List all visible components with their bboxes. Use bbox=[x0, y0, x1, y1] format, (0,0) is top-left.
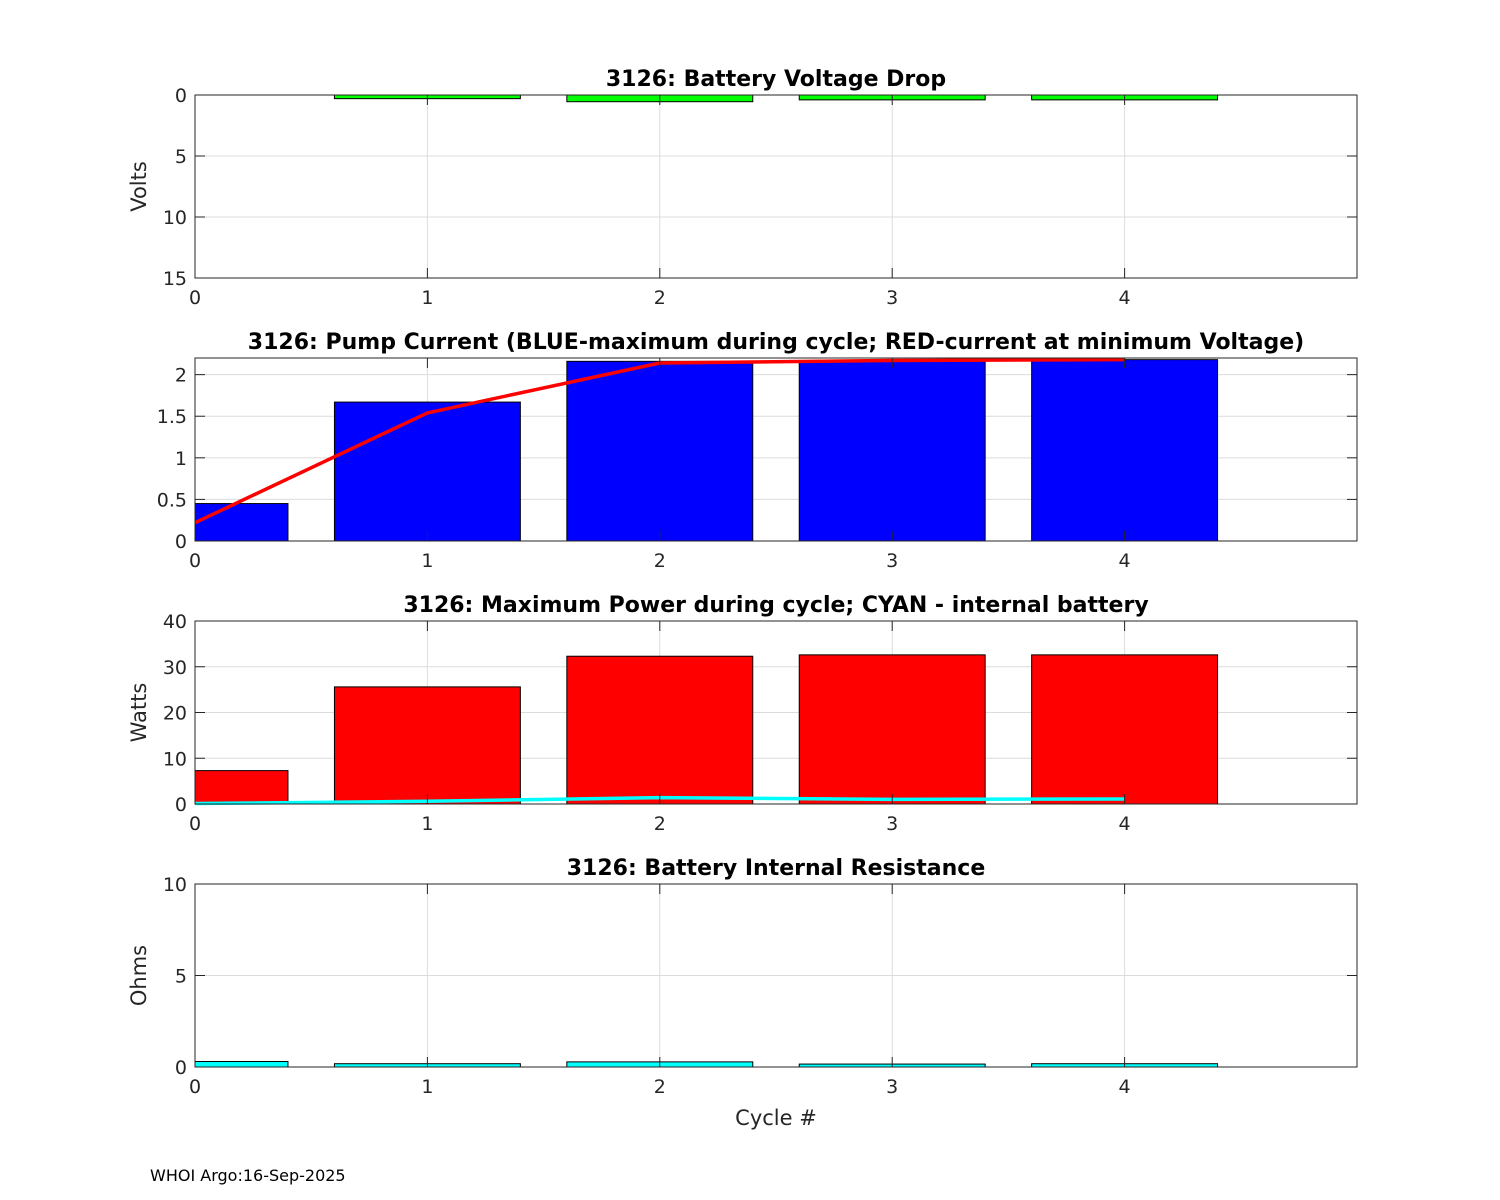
chart-title: 3126: Battery Voltage Drop bbox=[606, 67, 946, 92]
y-tick-label: 15 bbox=[163, 268, 187, 290]
y-tick-label: 0 bbox=[175, 1057, 187, 1079]
y-tick-label: 10 bbox=[163, 874, 187, 896]
y-tick-label: 30 bbox=[163, 657, 187, 679]
y-tick-label: 0 bbox=[175, 794, 187, 816]
x-tick-label: 3 bbox=[886, 813, 898, 835]
y-tick-label: 0 bbox=[175, 85, 187, 107]
panel-1: 0 1 2 3 4 0 5 10 15 3126: Battery Voltage Drop Vol… bbox=[127, 67, 1358, 309]
bar bbox=[194, 503, 289, 542]
x-tick-label: 1 bbox=[421, 813, 433, 835]
y-tick-label: 10 bbox=[163, 207, 187, 229]
x-tick-label: 1 bbox=[421, 1076, 433, 1098]
axes-box bbox=[194, 94, 1358, 279]
x-tick-label: 3 bbox=[886, 1076, 898, 1098]
x-axis-label: Cycle # bbox=[735, 1106, 817, 1130]
x-tick-label: 4 bbox=[1119, 813, 1131, 835]
x-tick-label: 4 bbox=[1119, 1076, 1131, 1098]
x-tick-label: 1 bbox=[421, 287, 433, 309]
x-tick-label: 4 bbox=[1119, 550, 1131, 572]
y-tick-label: 5 bbox=[175, 966, 187, 988]
chart-title: 3126: Maximum Power during cycle; CYAN -… bbox=[403, 593, 1148, 618]
x-tick-label: 4 bbox=[1119, 287, 1131, 309]
x-tick-label: 0 bbox=[189, 813, 201, 835]
y-tick-label: 40 bbox=[163, 611, 187, 633]
y-tick-label: 2 bbox=[175, 365, 187, 387]
bar bbox=[333, 401, 521, 542]
panel-4: 0 1 2 3 4 0 5 10 3126: Battery Internal Resistan… bbox=[127, 856, 1358, 1130]
y-tick-label: 1.5 bbox=[157, 406, 187, 428]
panel-2: 0 1 2 3 4 0 0.5 1 1.5 2 3126: Pump Current (BLUE-m… bbox=[157, 330, 1358, 572]
bar bbox=[798, 654, 986, 805]
y-tick-label: 5 bbox=[175, 146, 187, 168]
bar bbox=[333, 686, 521, 805]
x-tick-label: 2 bbox=[654, 287, 666, 309]
footer-stamp: WHOI Argo:16-Sep-2025 bbox=[150, 1166, 346, 1185]
bar bbox=[798, 359, 986, 542]
x-tick-label: 1 bbox=[421, 550, 433, 572]
chart-title: 3126: Pump Current (BLUE-maximum during … bbox=[248, 330, 1304, 355]
x-tick-label: 0 bbox=[189, 550, 201, 572]
bar bbox=[566, 360, 754, 542]
bar bbox=[1031, 654, 1219, 805]
y-axis-label: Volts bbox=[127, 161, 151, 212]
y-tick-label: 1 bbox=[175, 448, 187, 470]
plot-area bbox=[195, 95, 1357, 278]
x-tick-label: 3 bbox=[886, 550, 898, 572]
x-tick-label: 0 bbox=[189, 1076, 201, 1098]
x-tick-label: 2 bbox=[654, 813, 666, 835]
y-axis-label: Watts bbox=[127, 683, 151, 743]
x-tick-label: 3 bbox=[886, 287, 898, 309]
chart-title: 3126: Battery Internal Resistance bbox=[567, 856, 986, 881]
y-tick-label: 0 bbox=[175, 531, 187, 553]
y-tick-label: 0.5 bbox=[157, 489, 187, 511]
bar bbox=[566, 655, 754, 805]
axes-box bbox=[194, 357, 1358, 542]
y-tick-label: 10 bbox=[163, 748, 187, 770]
bar bbox=[194, 770, 289, 805]
bar bbox=[194, 1061, 289, 1068]
y-tick-label: 20 bbox=[163, 703, 187, 725]
y-axis-label: Ohms bbox=[127, 945, 151, 1006]
x-tick-label: 0 bbox=[189, 287, 201, 309]
x-tick-label: 2 bbox=[654, 550, 666, 572]
x-tick-label: 2 bbox=[654, 1076, 666, 1098]
bar bbox=[1031, 359, 1219, 542]
